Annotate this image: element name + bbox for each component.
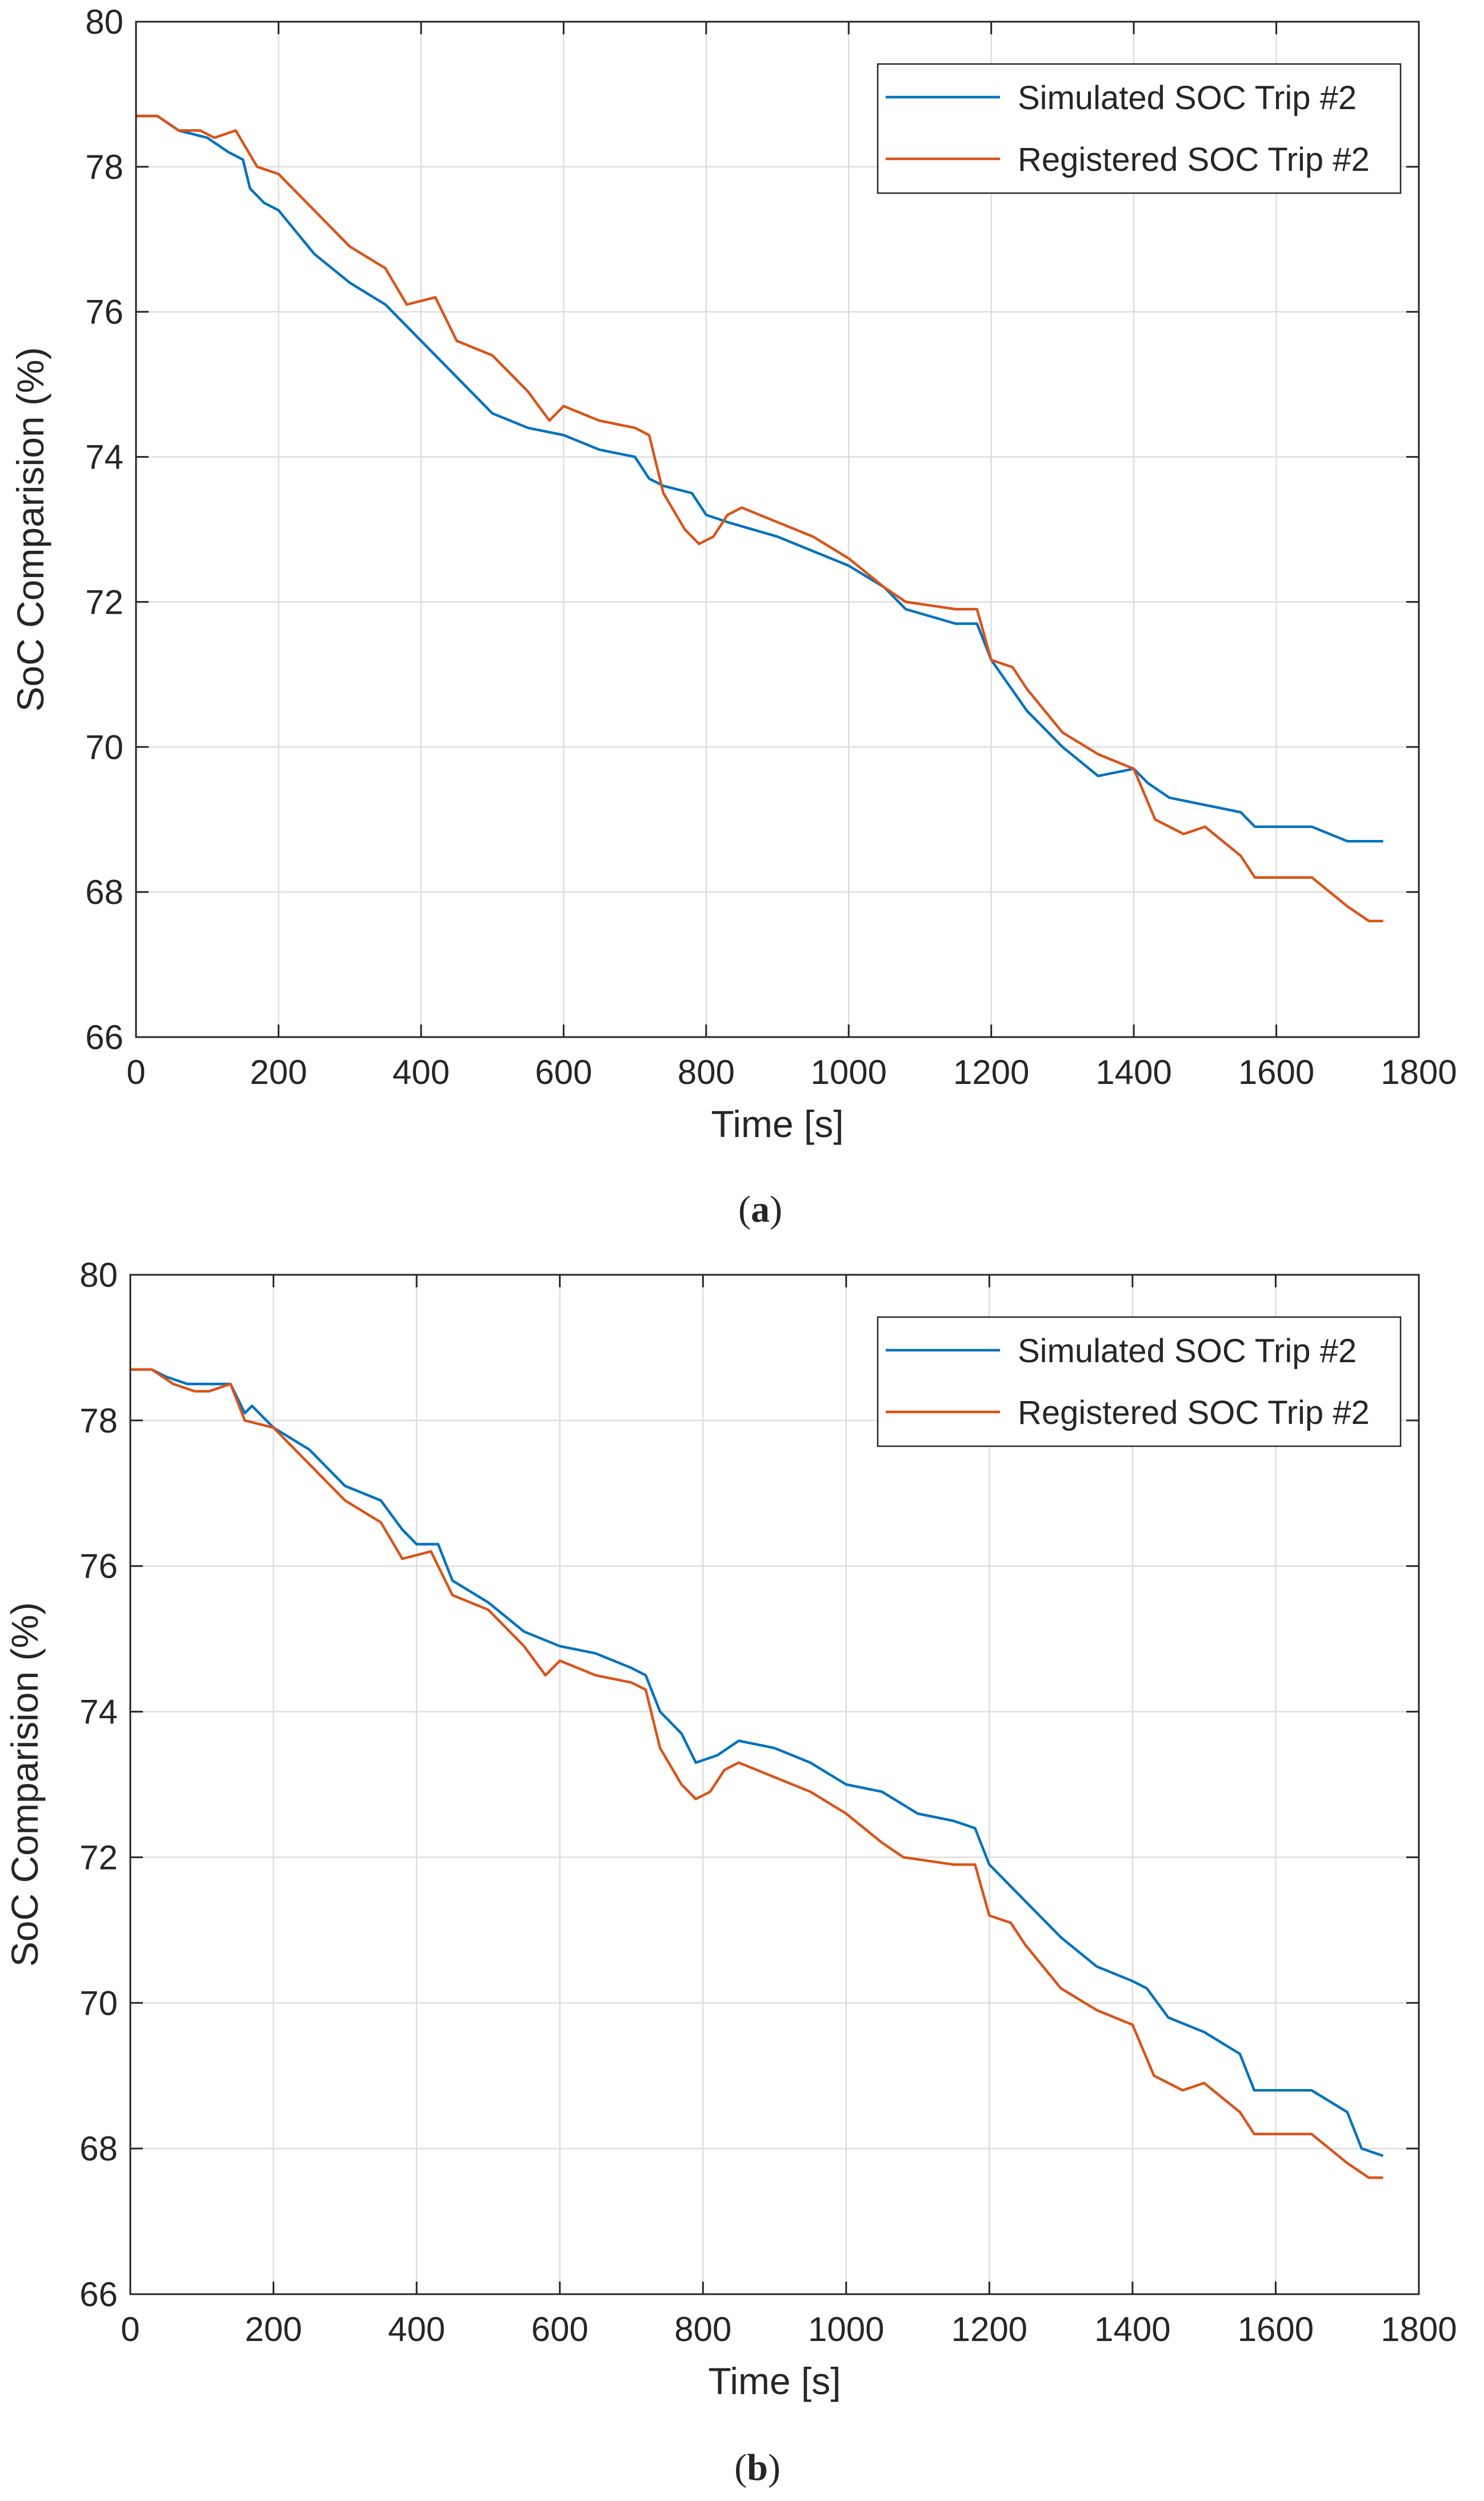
- registered-soc-line: [130, 1368, 1383, 2179]
- y-tick-label: 72: [79, 1838, 118, 1876]
- caption: (b): [734, 2447, 781, 2488]
- y-tick-label: 68: [85, 873, 123, 911]
- x-tick-label: 0: [126, 1053, 145, 1091]
- simulated-soc-line: [130, 1368, 1384, 2158]
- caption-paren-open: (: [734, 2447, 747, 2488]
- x-tick-label: 1600: [1238, 1053, 1314, 1091]
- legend: Simulated SOC Trip #2 Registered SOC Trip…: [877, 63, 1402, 194]
- y-tick-label: 78: [85, 148, 123, 186]
- y-tick-label: 68: [79, 2130, 118, 2168]
- legend-box: [877, 1316, 1402, 1447]
- legend-box: [877, 63, 1402, 194]
- caption-letter: b: [747, 2447, 768, 2488]
- x-tick-label: 600: [531, 2310, 589, 2348]
- caption-letter: a: [751, 1189, 770, 1230]
- legend-label-registered: Registered SOC Trip #2: [1018, 1394, 1370, 1431]
- x-tick-label: 200: [245, 2310, 302, 2348]
- y-tick-label: 66: [79, 2275, 118, 2314]
- x-tick-label: 1000: [810, 1053, 886, 1091]
- y-tick-label: 66: [85, 1018, 123, 1057]
- y-tick-label: 74: [85, 438, 123, 477]
- x-tick-label: 400: [388, 2310, 445, 2348]
- x-tick-label: 1600: [1238, 2310, 1314, 2348]
- x-tick-label: 0: [121, 2310, 139, 2348]
- y-tick-label: 70: [85, 728, 123, 766]
- x-tick-label: 200: [250, 1053, 307, 1091]
- y-tick-label: 80: [79, 1256, 118, 1294]
- y-tick-label: 72: [85, 583, 123, 621]
- legend-label-registered: Registered SOC Trip #2: [1018, 141, 1370, 178]
- x-tick-label: 1200: [953, 1053, 1029, 1091]
- y-tick-label: 74: [79, 1693, 118, 1731]
- registered-soc-line: [136, 114, 1383, 923]
- axes-box: [129, 1274, 1420, 2295]
- x-tick-label: 1400: [1095, 1053, 1171, 1091]
- caption-paren-close: ): [770, 1189, 782, 1230]
- x-tick-label: 400: [393, 1053, 450, 1091]
- y-tick-label: 80: [85, 3, 123, 41]
- y-tick-label: 78: [79, 1402, 118, 1440]
- x-tick-label: 1800: [1381, 2310, 1457, 2348]
- simulated-soc-line: [136, 114, 1383, 843]
- chart-b: 0 200 400 600 800 1000 1200 1400 1600 1800 66 68 70 7…: [3, 1256, 1457, 2488]
- x-tick-label: 800: [678, 1053, 735, 1091]
- legend: Simulated SOC Trip #2 Registered SOC Trip…: [877, 1316, 1402, 1447]
- x-tick-label: 1200: [951, 2310, 1027, 2348]
- x-axis-label: Time [s]: [711, 1103, 843, 1145]
- x-tick-label: 1400: [1094, 2310, 1170, 2348]
- y-tick-label: 70: [79, 1984, 118, 2022]
- y-axis-label: SoC Comparision (%): [9, 347, 51, 711]
- caption-paren-open: (: [738, 1189, 751, 1230]
- y-axis-label: SoC Comparision (%): [3, 1602, 46, 1967]
- x-tick-label: 1000: [808, 2310, 884, 2348]
- x-tick-label: 600: [535, 1053, 592, 1091]
- x-tick-label: 1800: [1381, 1053, 1457, 1091]
- y-tick-label: 76: [79, 1547, 118, 1586]
- legend-label-simulated: Simulated SOC Trip #2: [1018, 1332, 1357, 1370]
- caption: (a): [738, 1189, 782, 1230]
- x-tick-label: 800: [674, 2310, 731, 2348]
- chart-a: 0 200 400 600 800 1000 1200 1400 1600 1800 66 68 70 7…: [9, 3, 1457, 1230]
- caption-paren-close: ): [768, 2447, 781, 2488]
- legend-label-simulated: Simulated SOC Trip #2: [1018, 79, 1357, 117]
- x-axis-label: Time [s]: [708, 2360, 841, 2402]
- axes-box: [135, 21, 1420, 1038]
- y-tick-label: 76: [85, 293, 123, 331]
